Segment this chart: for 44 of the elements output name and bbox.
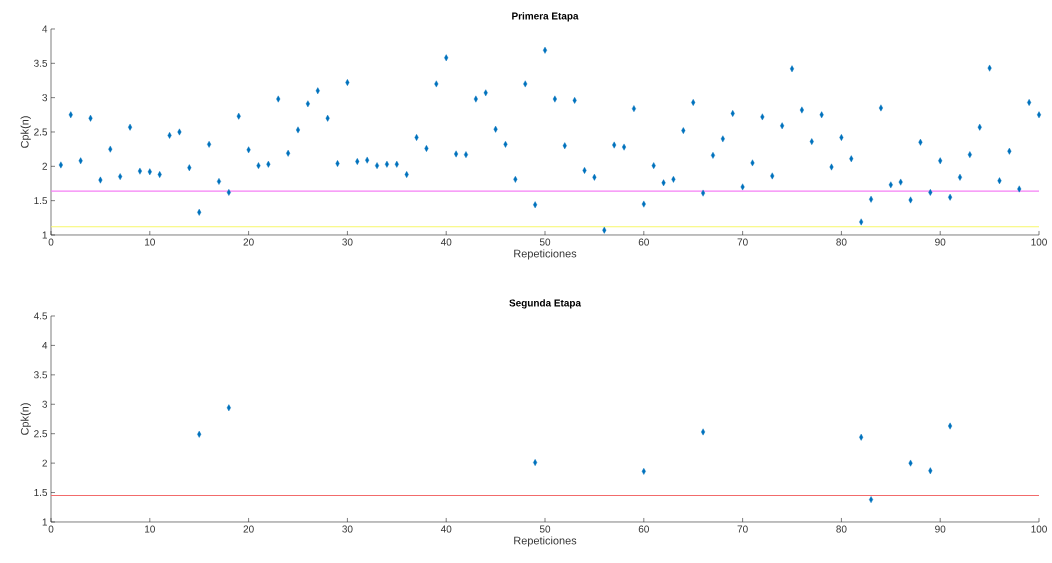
y-tick-label: 1.5 — [34, 489, 48, 497]
x-tick-label: 50 — [539, 525, 551, 533]
x-tick-label: 20 — [243, 525, 254, 533]
y-axis-title: Cpk(n) — [20, 403, 31, 435]
x-tick-label: 30 — [342, 238, 353, 246]
y-axis-title: Cpk(n) — [20, 116, 31, 148]
point — [533, 459, 538, 466]
x-tick-label: 70 — [737, 238, 748, 246]
x-axis-title: Repeticiones — [514, 249, 577, 260]
y-tick-label: 4 — [42, 341, 48, 349]
y-tick-label: 2.5 — [34, 128, 48, 136]
x-tick-label: 0 — [48, 525, 54, 533]
x-tick-label: 10 — [145, 525, 155, 533]
y-tick-label: 1 — [42, 231, 48, 239]
x-tick-label: 10 — [145, 238, 155, 246]
y-tick-label: 2 — [42, 459, 47, 467]
x-tick-label: 60 — [638, 525, 649, 533]
y-tick-label: 2.5 — [34, 430, 48, 438]
x-tick-label: 40 — [440, 238, 452, 246]
y-tick-label: 2 — [42, 162, 47, 170]
x-tick-label: 90 — [935, 525, 946, 533]
chart-title: Segunda Etapa — [509, 299, 582, 309]
x-tick-label: 50 — [539, 238, 551, 246]
x-tick-label: 80 — [836, 525, 847, 533]
x-tick-label: 30 — [342, 525, 353, 533]
y-tick-label: 4.5 — [33, 312, 48, 320]
y-tick-label: 3.5 — [34, 371, 48, 379]
y-tick-label: 1.5 — [34, 197, 48, 205]
x-tick-label: 80 — [836, 238, 847, 246]
y-tick-label: 3 — [42, 400, 48, 408]
x-tick-label: 100 — [1031, 238, 1047, 246]
x-tick-label: 60 — [638, 238, 649, 246]
x-tick-label: 70 — [737, 525, 748, 533]
x-axis-title: Repeticiones — [514, 536, 577, 547]
x-tick-label: 100 — [1031, 525, 1047, 533]
x-tick-label: 90 — [935, 238, 946, 246]
x-tick-label: 40 — [440, 525, 452, 533]
y-tick-label: 1 — [42, 518, 48, 526]
y-tick-label: 3 — [42, 94, 48, 102]
chart-title: Primera Etapa — [512, 12, 579, 22]
y-tick-label: 4 — [42, 25, 48, 33]
x-tick-label: 0 — [48, 238, 54, 246]
y-tick-label: 3.5 — [34, 59, 48, 67]
x-tick-label: 20 — [243, 238, 254, 246]
